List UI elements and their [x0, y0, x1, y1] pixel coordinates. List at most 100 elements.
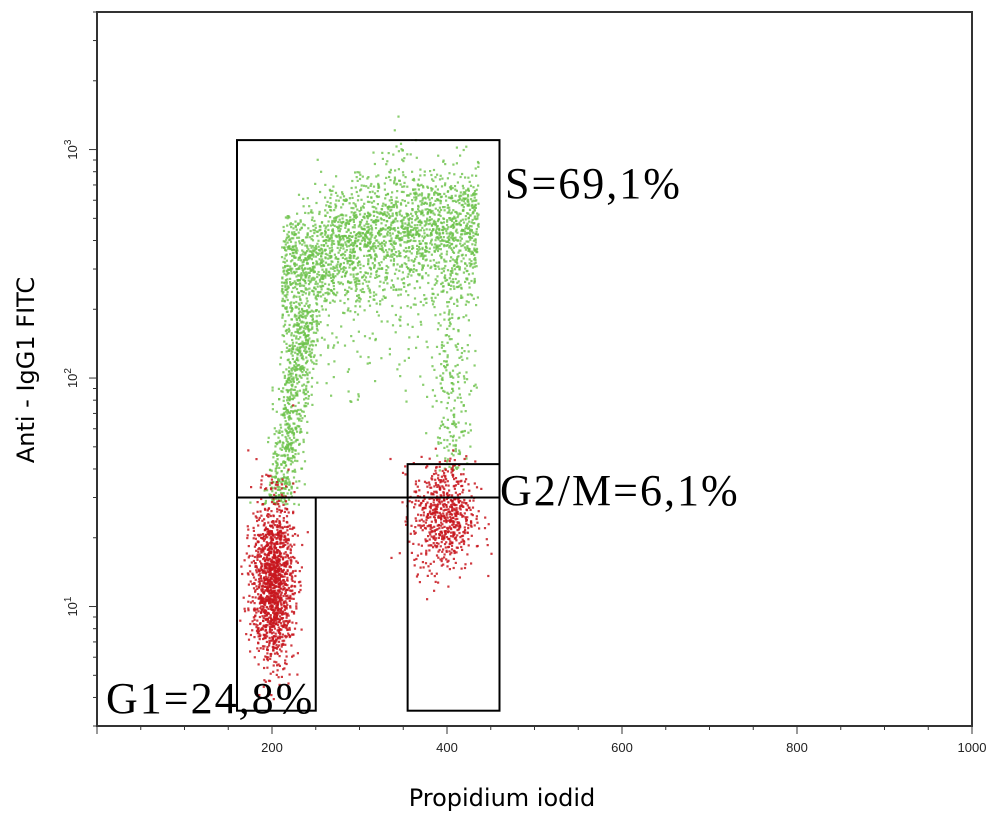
s-population-point: [392, 246, 395, 249]
s-population-point: [439, 214, 442, 218]
g1-population-point: [260, 550, 263, 553]
g1-population-point: [270, 510, 273, 513]
s-population-point: [301, 249, 304, 252]
s-population-point: [448, 335, 451, 338]
g1-population-point: [288, 628, 291, 631]
s-population-point: [356, 256, 360, 259]
s-population-point: [385, 176, 388, 179]
s-population-point: [458, 268, 461, 271]
g1-population-point: [284, 572, 287, 575]
s-population-point: [300, 227, 303, 230]
g1-population-point: [275, 673, 278, 676]
s-population-point: [385, 220, 388, 223]
s-population-point: [290, 375, 293, 378]
s-population-point: [471, 174, 474, 177]
g1-population-point: [260, 588, 263, 591]
g1-population-point: [263, 585, 267, 588]
s-population-point: [286, 287, 289, 290]
g2m-population-point: [421, 508, 424, 511]
s-population-point: [433, 219, 436, 222]
g1-population-point: [264, 603, 267, 606]
s-population-point: [455, 298, 459, 301]
s-population-point: [450, 194, 453, 198]
s-population-point: [306, 390, 309, 393]
s-population-point: [345, 272, 348, 275]
g1-population-point: [273, 652, 277, 655]
s-population-point: [451, 224, 454, 227]
s-population-point: [384, 276, 387, 279]
g1-population-point: [279, 590, 282, 593]
g1-population-point: [274, 556, 277, 559]
s-population-point: [304, 351, 307, 354]
s-population-point: [408, 223, 411, 226]
s-population-point: [403, 185, 406, 188]
s-population-point: [434, 296, 437, 299]
s-population-point: [449, 231, 452, 234]
s-population-point: [379, 217, 382, 220]
s-population-point: [468, 250, 472, 253]
s-population-point: [398, 179, 401, 182]
s-population-point: [286, 285, 289, 288]
s-population-point: [297, 322, 300, 326]
s-population-point: [279, 363, 282, 366]
s-population-point: [307, 248, 310, 251]
g1-population-point: [269, 567, 272, 570]
s-population-point: [471, 200, 474, 203]
s-population-point: [304, 341, 307, 344]
g1-population-point: [295, 560, 298, 563]
s-population-point: [302, 321, 305, 324]
s-population-point: [408, 336, 411, 339]
s-population-point: [285, 350, 288, 353]
g2m-population-point: [410, 524, 413, 527]
g1-population-point: [288, 597, 291, 600]
s-population-point: [321, 274, 324, 277]
s-population-point: [414, 257, 417, 261]
s-population-point: [337, 226, 341, 229]
s-population-point: [446, 240, 449, 243]
s-population-point: [301, 365, 304, 368]
s-population-point: [293, 248, 296, 251]
s-population-point: [292, 237, 295, 240]
s-population-point: [296, 278, 299, 282]
g1-population-point: [278, 545, 282, 548]
g1-population-point: [269, 514, 272, 518]
s-population-point: [411, 199, 414, 202]
s-population-point: [281, 434, 284, 437]
s-population-point: [320, 244, 323, 247]
s-population-point: [437, 261, 441, 264]
s-population-point: [467, 176, 470, 179]
s-population-point: [330, 250, 334, 253]
s-population-point: [356, 208, 359, 211]
s-population-point: [280, 351, 283, 354]
g1-population-point: [278, 586, 281, 589]
g1-population-point: [262, 609, 265, 613]
g1-population-point: [285, 627, 288, 630]
s-population-point: [271, 408, 274, 411]
s-population-point: [360, 219, 364, 222]
g1-population-point: [275, 594, 278, 597]
s-population-point: [473, 222, 476, 225]
s-population-point: [455, 345, 458, 349]
s-population-point: [294, 351, 297, 354]
g2m-population-point: [416, 485, 419, 488]
s-population-point: [301, 243, 304, 246]
g1-population-point: [264, 655, 267, 658]
s-population-point: [425, 432, 428, 435]
s-population-point: [335, 199, 338, 202]
s-population-point: [471, 206, 474, 209]
s-population-point: [401, 236, 404, 239]
s-population-point: [369, 291, 372, 294]
s-population-point: [303, 404, 306, 407]
s-population-point: [280, 499, 283, 502]
s-population-point: [378, 233, 381, 236]
s-population-point: [310, 322, 313, 325]
s-population-point: [455, 189, 458, 192]
s-population-point: [280, 463, 283, 466]
s-population-point: [305, 360, 308, 364]
s-population-point: [269, 469, 272, 472]
s-population-point: [388, 216, 391, 219]
s-population-point: [289, 282, 292, 285]
s-population-point: [405, 400, 408, 403]
s-population-point: [303, 279, 306, 282]
s-population-point: [282, 492, 285, 495]
